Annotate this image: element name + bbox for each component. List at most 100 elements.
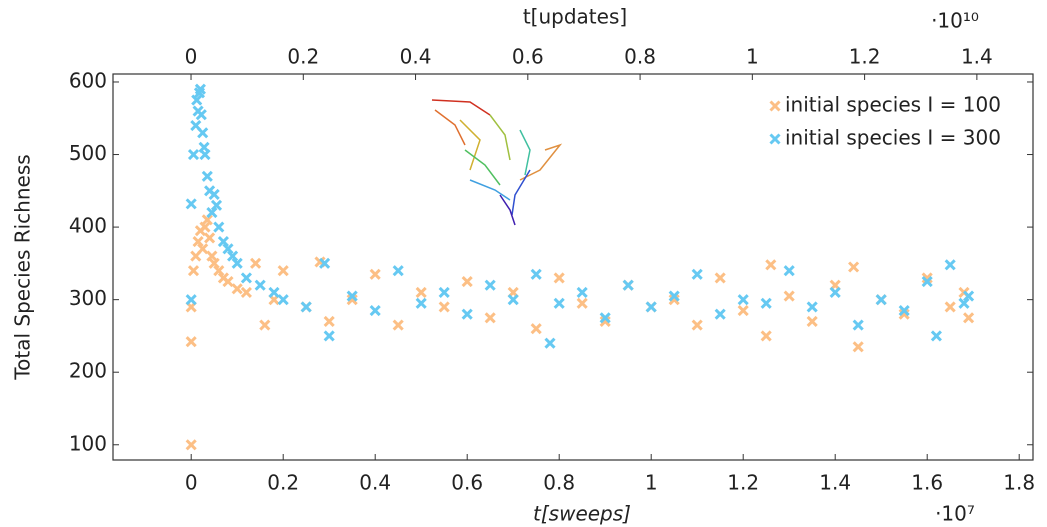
point (530, 323, 542, 335)
marker-stroke (231, 283, 243, 295)
point (250, 257, 262, 269)
x2-tick-label: 0.6 (512, 45, 544, 69)
point (668, 294, 680, 306)
x-tick-label: 0 (185, 471, 198, 495)
point (668, 290, 680, 302)
y-tick-label: 400 (69, 214, 107, 238)
marker-stroke (201, 170, 213, 182)
point (765, 259, 777, 271)
marker-stroke (277, 294, 289, 306)
point (187, 265, 200, 277)
point (199, 148, 211, 161)
legend-label: initial species I = 300 (785, 126, 1001, 150)
point (192, 236, 204, 248)
marker-stroke (197, 127, 209, 139)
marker-stroke (323, 315, 335, 327)
marker-stroke (944, 259, 956, 271)
y-tick-label: 600 (69, 68, 107, 92)
marker-stroke (217, 236, 229, 248)
point (530, 268, 542, 280)
point (760, 330, 772, 342)
x-axis-label: t[sweeps] (533, 502, 631, 526)
marker-stroke (185, 294, 197, 306)
point (507, 294, 519, 306)
x2-exponent: ·10¹⁰ (931, 9, 979, 33)
marker-stroke (300, 301, 312, 313)
point (921, 275, 933, 288)
point (213, 265, 225, 277)
marker-stroke (668, 290, 680, 302)
marker-stroke (210, 199, 223, 211)
point (944, 259, 956, 271)
point (930, 330, 942, 342)
marker-stroke (204, 232, 216, 244)
x-tick-label: 0.8 (543, 471, 575, 495)
marker-stroke (208, 188, 220, 201)
point (944, 301, 956, 313)
point (204, 232, 216, 244)
point (323, 315, 335, 327)
marker-stroke (369, 304, 381, 317)
marker-stroke (921, 275, 933, 288)
marker-stroke (484, 279, 496, 291)
marker-stroke (848, 261, 860, 273)
point (194, 83, 206, 95)
legend-marker (769, 100, 781, 112)
marker-stroke (852, 341, 864, 353)
marker-stroke (185, 439, 197, 451)
marker-stroke (963, 290, 975, 302)
marker-stroke (769, 100, 781, 112)
marker-stroke (187, 265, 200, 277)
marker-stroke (208, 257, 220, 269)
marker-stroke (185, 198, 197, 210)
point (206, 250, 218, 262)
marker-stroke (323, 330, 335, 342)
marker-stroke (576, 286, 588, 298)
marker-stroke (314, 256, 326, 268)
point (227, 250, 239, 262)
point (300, 301, 312, 313)
marker-stroke (576, 297, 588, 309)
marker-stroke (415, 286, 427, 298)
point (691, 268, 703, 280)
legend-marker (769, 133, 781, 145)
point (185, 294, 197, 306)
point (208, 257, 220, 269)
x2-tick-label: 0 (185, 45, 198, 69)
point (544, 337, 556, 349)
point (197, 243, 209, 255)
point (875, 294, 887, 306)
point (187, 148, 200, 161)
marker-stroke (507, 294, 519, 306)
point (222, 275, 234, 288)
point (323, 330, 335, 342)
marker-stroke (438, 286, 450, 298)
marker-stroke (438, 301, 450, 313)
x2-tick-label: 1.2 (849, 45, 881, 69)
x-tick-label: 1.6 (911, 471, 943, 495)
x-tick-label: 0.2 (267, 471, 299, 495)
marker-stroke (783, 265, 795, 277)
marker-stroke (599, 312, 611, 324)
marker-stroke (222, 275, 234, 288)
x2-tick-label: 0.8 (624, 45, 656, 69)
marker-stroke (806, 301, 818, 313)
x-tick-label: 1.4 (819, 471, 851, 495)
point (319, 257, 331, 269)
x2-tick-label: 1 (746, 45, 759, 69)
marker-stroke (544, 337, 556, 349)
point (195, 109, 207, 121)
marker-stroke (392, 319, 404, 331)
marker-stroke (553, 297, 565, 309)
point (259, 319, 271, 331)
point (201, 170, 213, 182)
point (714, 272, 726, 284)
y-tick-label: 100 (69, 431, 107, 455)
marker-stroke (231, 257, 243, 269)
marker-stroke (714, 272, 726, 284)
marker-stroke (765, 259, 777, 271)
marker-stroke (769, 133, 781, 145)
y-tick-label: 200 (69, 359, 107, 383)
point (210, 199, 223, 211)
point (958, 297, 970, 309)
